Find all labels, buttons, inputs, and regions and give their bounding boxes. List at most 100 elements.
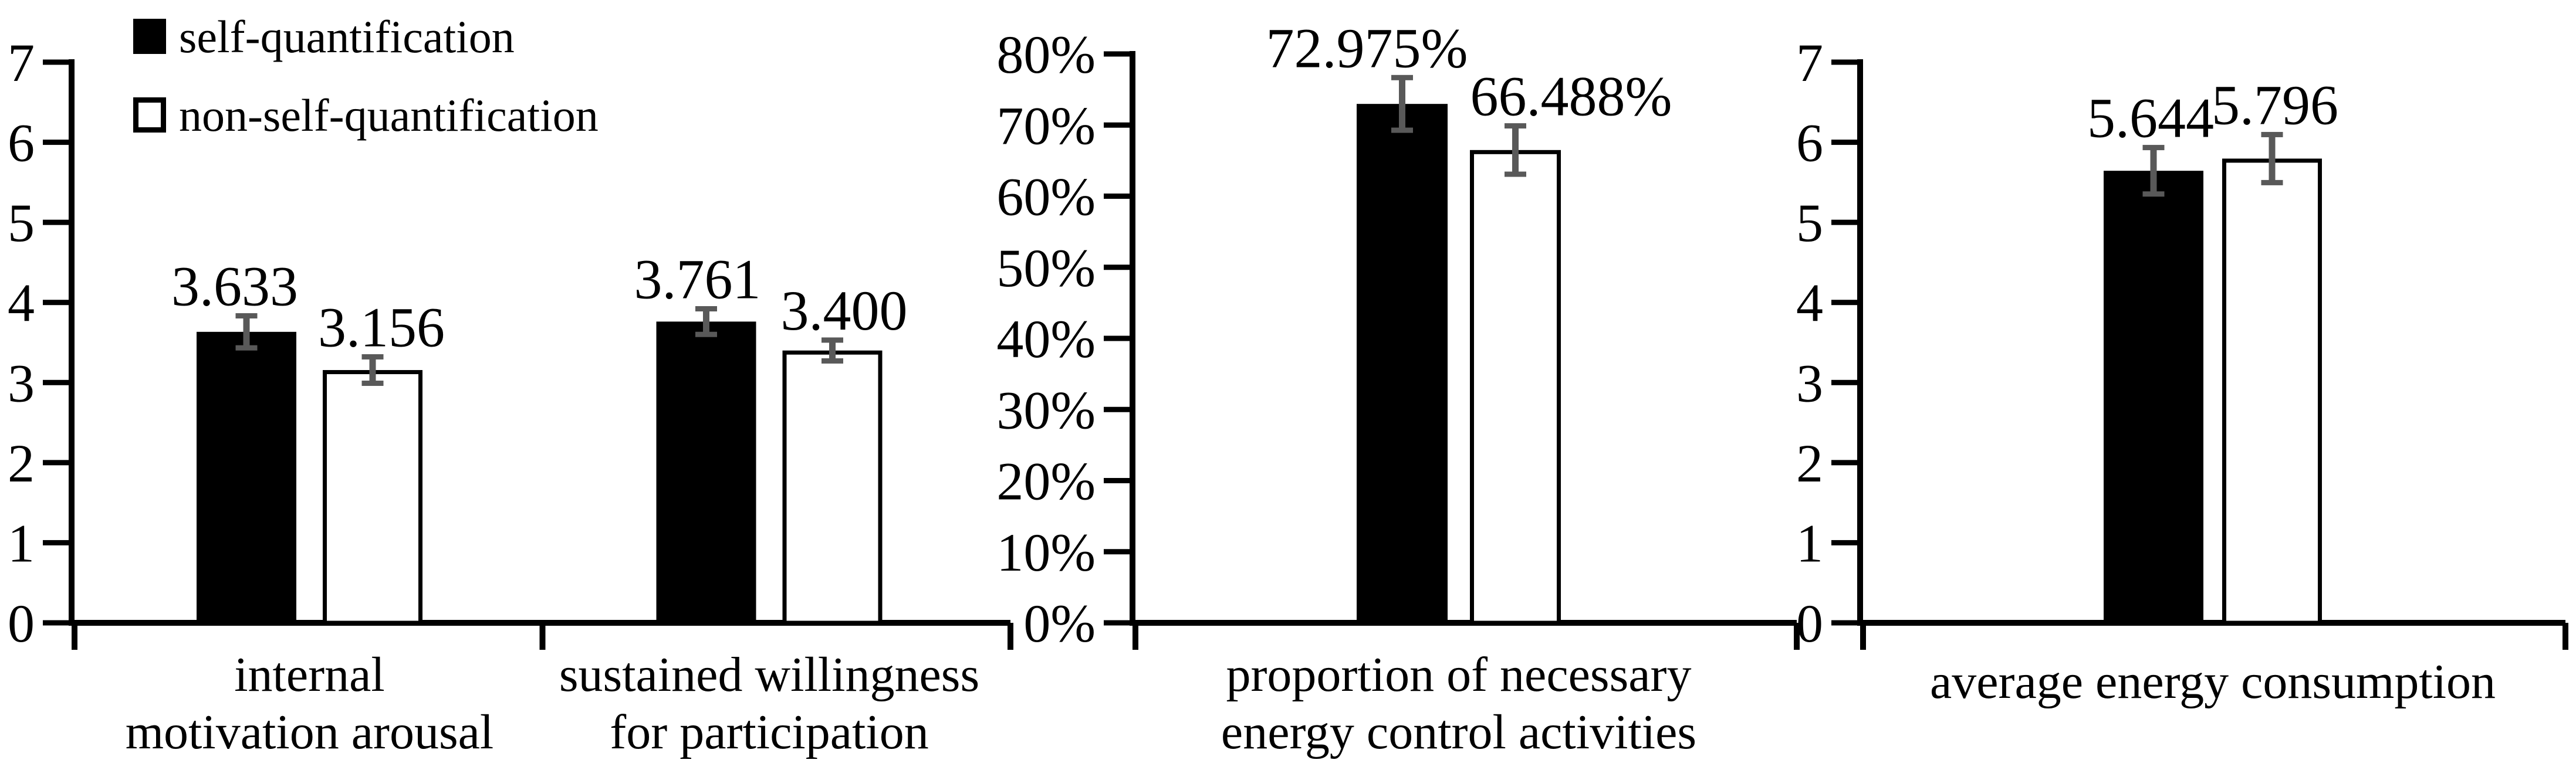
legend-item-non-self-quantification: non-self-quantification	[133, 91, 599, 138]
y-tick	[43, 379, 69, 385]
y-tick	[1831, 300, 1857, 306]
y-tick	[43, 540, 69, 545]
error-bar-cap	[822, 358, 843, 364]
y-tick-label: 6	[1796, 113, 1823, 173]
y-tick-label: 3	[1796, 353, 1823, 413]
error-bar-cap	[2142, 145, 2165, 151]
y-tick-label: 40%	[996, 309, 1096, 369]
error-bar-cap	[2142, 191, 2165, 197]
category-label: internal	[234, 647, 385, 702]
x-tick	[1860, 623, 1866, 650]
y-tick-label: 30%	[996, 380, 1096, 440]
y-tick-label: 1	[8, 513, 35, 573]
error-bar-cap	[2261, 179, 2283, 185]
y-tick	[1104, 620, 1130, 626]
error-bar-cap	[1505, 171, 1526, 177]
y-tick	[1104, 478, 1130, 483]
error-bar-cap	[1391, 74, 1413, 80]
error-bar-stem	[369, 357, 376, 384]
bar-self-quantification	[197, 331, 296, 623]
y-tick	[1104, 51, 1130, 57]
x-tick	[1008, 623, 1013, 650]
error-bar-stem	[829, 340, 836, 361]
category-label: proportion of necessary	[1226, 647, 1691, 702]
y-tick-label: 50%	[996, 238, 1096, 298]
error-bar-stem	[1512, 126, 1519, 175]
y-tick-label: 10%	[996, 523, 1096, 582]
y-tick	[1104, 194, 1130, 199]
legend-item-self-quantification: self-quantification	[133, 13, 515, 60]
bar-self-quantification	[2104, 171, 2203, 623]
error-bar-cap	[695, 306, 717, 312]
y-tick-label: 0%	[1023, 594, 1096, 653]
y-tick-label: 20%	[996, 452, 1096, 511]
error-bar-stem	[2150, 147, 2157, 194]
error-bar-stem	[2269, 134, 2276, 183]
y-axis	[69, 59, 75, 626]
y-axis	[1130, 51, 1135, 626]
legend-label: non-self-quantification	[179, 90, 599, 141]
value-label: 3.633	[171, 255, 298, 318]
value-label: 5.644	[2087, 87, 2214, 150]
x-tick	[2563, 623, 2568, 650]
x-tick	[72, 623, 77, 650]
y-tick-label: 5	[8, 193, 35, 253]
y-tick-label: 6	[8, 113, 35, 173]
error-bar-cap	[235, 313, 258, 319]
value-label: 5.796	[2212, 73, 2338, 136]
y-tick	[1831, 59, 1857, 65]
y-tick	[1831, 219, 1857, 225]
y-tick-label: 4	[8, 273, 35, 333]
y-tick	[43, 140, 69, 145]
y-tick	[43, 300, 69, 306]
y-tick-label: 5	[1796, 193, 1823, 253]
bar-non-self-quantification	[2222, 158, 2322, 625]
y-tick-label: 2	[8, 433, 35, 493]
y-tick	[1104, 406, 1130, 412]
y-tick	[1104, 264, 1130, 270]
category-label: energy control activities	[1221, 705, 1696, 759]
y-tick	[1104, 335, 1130, 341]
y-tick	[1831, 379, 1857, 385]
bar-self-quantification	[656, 321, 756, 623]
category-label: sustained willingness	[559, 647, 979, 702]
error-bar-cap	[2261, 131, 2283, 137]
x-tick	[1133, 623, 1138, 650]
error-bar-cap	[1391, 127, 1413, 133]
y-tick-label: 60%	[996, 167, 1096, 227]
y-tick-label: 1	[1796, 513, 1823, 573]
y-tick-label: 0	[1796, 594, 1823, 653]
error-bar-stem	[243, 316, 250, 348]
category-label: average energy consumption	[1930, 654, 2496, 709]
error-bar-stem	[1399, 77, 1405, 131]
value-label: 66.488%	[1470, 65, 1672, 128]
x-tick	[1794, 623, 1800, 650]
legend-swatch-open-square-icon	[133, 97, 166, 133]
bar-non-self-quantification	[323, 369, 422, 625]
error-bar-cap	[822, 337, 843, 343]
y-tick	[1831, 140, 1857, 145]
value-label: 3.156	[318, 296, 445, 358]
value-label: 3.761	[634, 248, 761, 311]
y-tick-label: 0	[8, 594, 35, 653]
y-tick	[43, 59, 69, 65]
bar-self-quantification	[1357, 104, 1448, 623]
x-tick	[539, 623, 546, 650]
y-axis	[1857, 59, 1863, 626]
y-tick-label: 7	[8, 33, 35, 93]
y-tick	[43, 620, 69, 626]
error-bar-cap	[1505, 123, 1526, 129]
y-tick	[1104, 549, 1130, 555]
error-bar-cap	[695, 331, 717, 337]
y-tick	[43, 460, 69, 466]
y-tick	[1831, 540, 1857, 545]
legend-swatch-filled-square-icon	[133, 19, 166, 54]
bar-non-self-quantification	[1470, 150, 1561, 625]
y-tick	[1831, 620, 1857, 626]
error-bar-cap	[361, 354, 384, 360]
y-tick	[1104, 122, 1130, 128]
error-bar-cap	[235, 345, 258, 351]
legend-label: self-quantification	[179, 11, 515, 62]
